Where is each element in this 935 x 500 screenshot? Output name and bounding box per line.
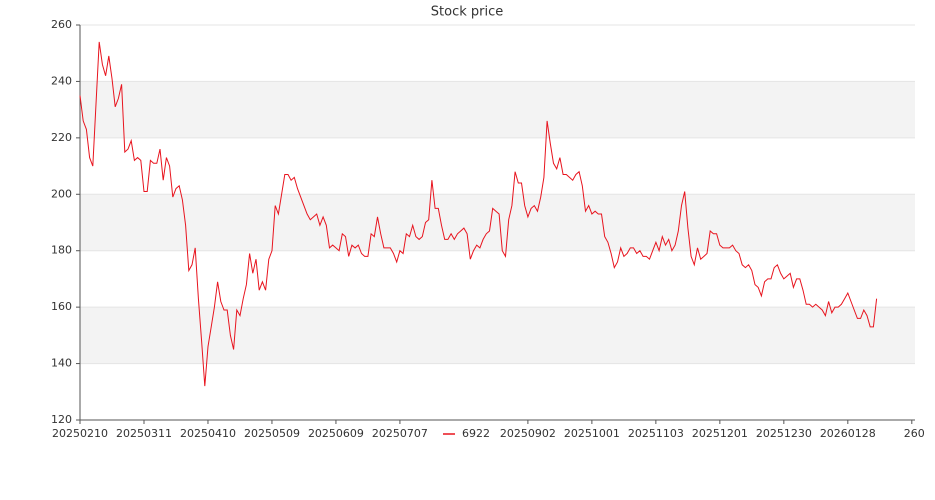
x-tick-label: 20250311 [116, 427, 172, 440]
y-tick-label: 120 [51, 413, 72, 426]
x-tick-label: 260 [904, 427, 925, 440]
y-tick-label: 160 [51, 300, 72, 313]
y-tick-label: 200 [51, 187, 72, 200]
x-tick-label: 20251103 [628, 427, 684, 440]
grid-band [80, 194, 915, 251]
grid-band [80, 307, 915, 364]
x-tick-label: 20260128 [820, 427, 876, 440]
x-tick-label: 20251001 [564, 427, 620, 440]
grid-band [80, 81, 915, 138]
y-tick-label: 240 [51, 74, 72, 87]
x-tick-label: 20250609 [308, 427, 364, 440]
y-tick-label: 220 [51, 131, 72, 144]
price-line [79, 41, 878, 387]
chart-title: Stock price [431, 5, 503, 20]
y-tick-label: 180 [51, 244, 72, 257]
x-tick-label: 20250509 [244, 427, 300, 440]
x-tick-label: 20250707 [372, 427, 428, 440]
x-tick-label: 20250210 [52, 427, 108, 440]
x-tick-label: 20250902 [500, 427, 556, 440]
y-tick-label: 260 [51, 18, 72, 31]
x-tick-label: 20250410 [180, 427, 236, 440]
x-tick-label: 20251201 [692, 427, 748, 440]
x-tick-label: 20251230 [756, 427, 812, 440]
legend-label: 6922 [462, 427, 490, 440]
y-tick-label: 140 [51, 357, 72, 370]
